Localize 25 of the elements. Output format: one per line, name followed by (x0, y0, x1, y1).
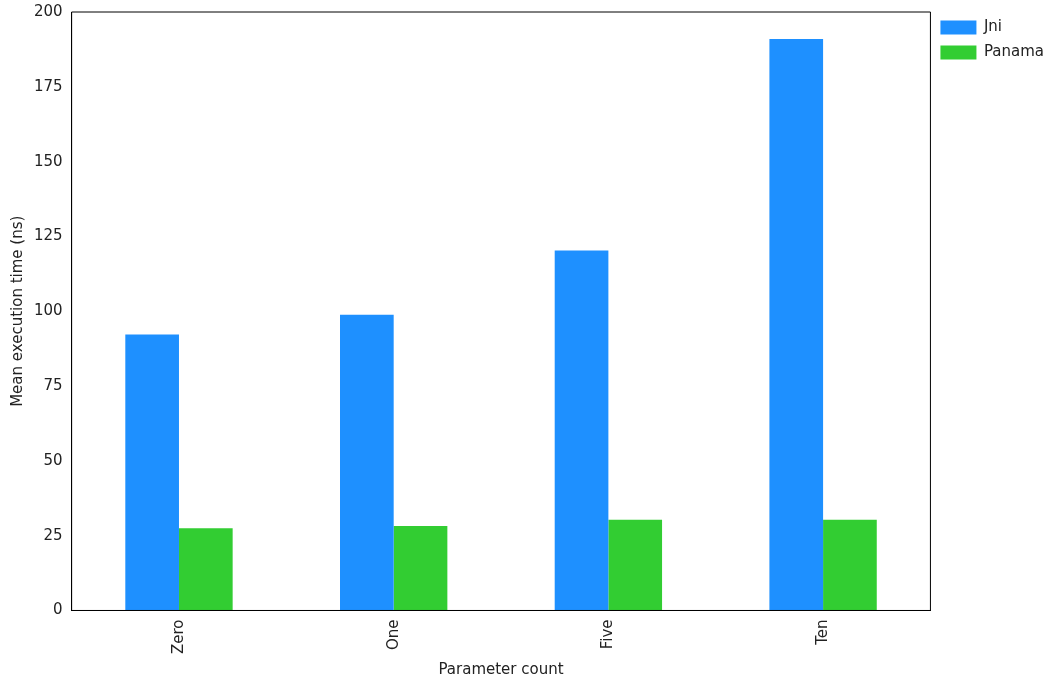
y-tick-label: 75 (43, 375, 63, 394)
y-tick-label: 100 (33, 301, 63, 320)
bar (769, 38, 824, 611)
legend-label: Jni (982, 17, 1003, 36)
bar (178, 528, 233, 611)
y-axis-title: Mean execution time (ns) (7, 215, 26, 407)
bar (608, 519, 663, 611)
x-axis-title: Parameter count (438, 659, 564, 678)
y-tick-label: 150 (33, 151, 63, 170)
bar (554, 250, 609, 611)
y-tick-label: 175 (33, 76, 63, 95)
bar (125, 334, 179, 611)
bar (823, 519, 877, 611)
x-tick-label: Zero (168, 619, 187, 655)
bar (340, 314, 394, 611)
x-tick-label: Five (598, 619, 617, 650)
legend-label: Panama (983, 42, 1045, 61)
y-tick-label: 25 (43, 525, 63, 544)
x-tick-label: One (383, 619, 402, 651)
y-tick-label: 50 (43, 450, 63, 469)
x-tick-label: Ten (812, 619, 831, 646)
bar (393, 526, 448, 611)
y-tick-label: 125 (33, 226, 63, 245)
y-tick-label: 0 (53, 600, 63, 619)
y-tick-label: 200 (33, 1, 63, 20)
